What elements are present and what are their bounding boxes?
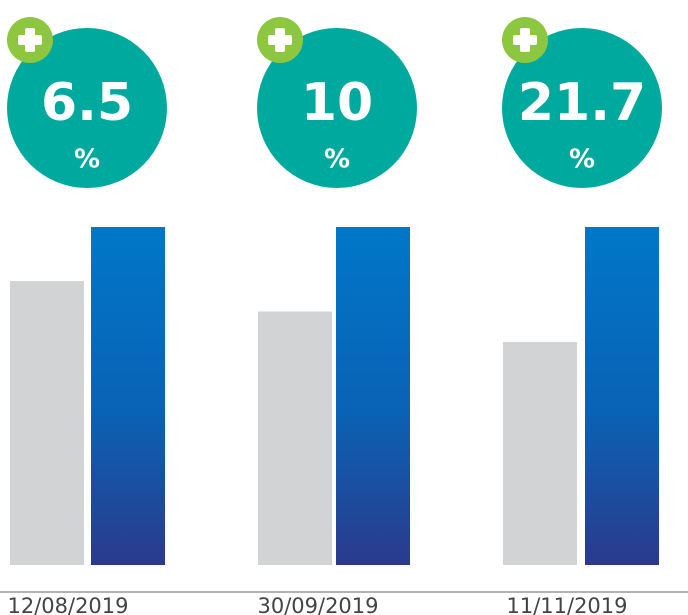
badge-value: 6.5 [41,73,133,133]
x-tick-label: 12/08/2019 [7,594,128,615]
bar [336,227,410,565]
badge-value: 10 [301,73,373,133]
bar [585,227,659,565]
bar [258,311,332,565]
badge-unit: % [569,145,595,175]
badge [502,28,662,188]
badge [257,28,417,188]
badge-value: 21.7 [518,73,646,133]
plus-v [275,28,285,52]
bar [91,227,165,565]
bar [503,341,577,565]
badge-unit: % [324,145,350,175]
plus-v [520,28,530,52]
plus-v [25,28,35,52]
badge-unit: % [74,145,100,175]
x-tick-label: 11/11/2019 [506,594,627,615]
x-tick-label: 30/09/2019 [257,594,378,615]
badge [7,28,167,188]
bar [10,281,84,565]
